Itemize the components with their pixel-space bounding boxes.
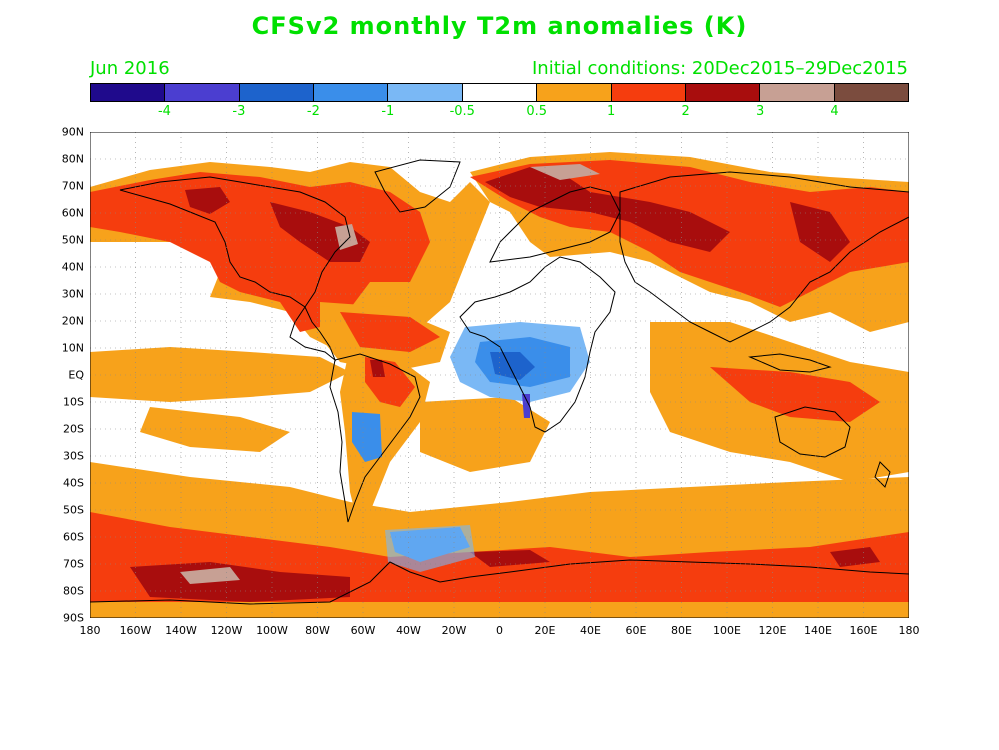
longitude-tick-label: 40E	[580, 624, 601, 637]
coast-new-zealand	[874, 461, 891, 488]
latitude-tick-label: 30N	[61, 287, 84, 301]
colorbar-tick-label: -2	[306, 104, 320, 119]
colorbar-tick-label: 3	[755, 104, 765, 119]
anomaly-so-darkred-2	[470, 550, 550, 567]
coast-asia	[619, 171, 909, 343]
latitude-tick-label: 90N	[61, 125, 84, 139]
anomaly-so-brown	[180, 567, 240, 584]
longitude-tick-label: 160E	[849, 624, 878, 637]
colorbar-tick-label: -1	[381, 104, 395, 119]
colorbar-tick-label: -4	[157, 104, 171, 119]
anomaly-so-darkred-3	[830, 547, 880, 567]
latitude-tick-label: 70N	[61, 179, 84, 193]
anomaly-na-darkred-2	[185, 187, 230, 214]
positive-anomalies	[90, 152, 909, 618]
anomaly-sa-darkred	[370, 360, 385, 377]
coast-south-america	[329, 353, 421, 523]
colorbar-segment	[314, 84, 389, 101]
map-grid	[90, 132, 909, 618]
colorbar-tick-label: 4	[830, 104, 839, 119]
longitude-tick-label: 120W	[210, 624, 243, 637]
latitude-tick-label: 20N	[61, 314, 84, 328]
colorbar-segment	[611, 84, 686, 101]
longitude-tick-label: 180	[79, 624, 101, 637]
latitude-tick-label: 40N	[61, 260, 84, 274]
latitude-tick-label: 50S	[63, 503, 84, 517]
anomaly-satl	[420, 397, 550, 472]
longitude-tick-label: 100E	[713, 624, 741, 637]
latitude-tick-label: 20S	[63, 422, 84, 436]
initial-conditions-label: Initial conditions: 20Dec2015–29Dec2015	[531, 58, 908, 79]
anomaly-map	[90, 132, 909, 618]
coast-eurafrica	[459, 256, 616, 433]
longitude-tick-label: 40W	[396, 624, 421, 637]
longitude-tick-label: 80W	[305, 624, 330, 637]
latitude-tick-label: 50N	[61, 233, 84, 247]
longitude-tick-label: 120E	[758, 624, 787, 637]
longitude-tick-label: 160W	[119, 624, 152, 637]
coast-north-america	[119, 176, 351, 362]
map-title: CFSv2 monthly T2m anomalies (K)	[251, 12, 748, 40]
latitude-tick-label: 90S	[63, 611, 84, 625]
latitude-tick-label: 40S	[63, 476, 84, 490]
anomaly-sa-blue	[352, 412, 382, 462]
coast-antarctica	[90, 559, 909, 605]
anomaly-ant-blue-light	[385, 525, 475, 572]
colorbar-segment	[537, 84, 612, 101]
colorbar-segment	[239, 84, 315, 101]
valid-month-label: Jun 2016	[90, 58, 170, 79]
longitude-tick-label: 140E	[804, 624, 832, 637]
anomaly-na-brown	[335, 224, 358, 250]
latitude-tick-label: 70S	[63, 557, 84, 571]
coast-indonesia	[748, 353, 832, 373]
latitude-tick-label: 10S	[63, 395, 84, 409]
longitude-tick-label: 140W	[165, 624, 197, 637]
coast-australia	[774, 406, 851, 458]
colorbar-segment	[165, 84, 240, 101]
anomaly-eur-darkred	[485, 167, 730, 252]
anomaly-africa-indigo	[522, 394, 530, 418]
coast-greenland	[374, 159, 461, 213]
colorbar-tick-label: 1	[607, 104, 616, 119]
latitude-tick-label: 80N	[61, 152, 84, 166]
anomaly-trop-pac	[90, 347, 350, 402]
colorbar-tick-label: -3	[232, 104, 246, 119]
anomaly-eur-darkred-2	[790, 202, 850, 262]
longitude-tick-label: 60W	[350, 624, 376, 637]
longitude-tick-label: 0	[496, 624, 503, 637]
latitude-tick-label: 30S	[63, 449, 84, 463]
colorbar-tick-label: 0.5	[526, 104, 548, 119]
latitude-tick-label: 10N	[61, 341, 84, 355]
anomaly-io-red	[710, 367, 880, 422]
latitude-tick-label: 60S	[63, 530, 84, 544]
colorbar-segment	[760, 84, 835, 101]
latitude-tick-label: EQ	[68, 368, 84, 382]
coast-europe-north	[489, 186, 621, 263]
colorbar-segment	[834, 84, 908, 101]
longitude-tick-label: 100W	[256, 624, 288, 637]
coastlines	[90, 159, 909, 605]
colorbar	[90, 83, 909, 102]
longitude-tick-label: 80E	[671, 624, 692, 637]
colorbar-segment	[685, 84, 761, 101]
anomaly-africa-blue-dark	[490, 352, 535, 380]
longitude-tick-label: 60E	[625, 624, 647, 637]
colorbar-tick-label: -0.5	[449, 104, 475, 119]
colorbar-segment	[388, 84, 463, 101]
longitude-tick-label: 180	[898, 624, 920, 637]
longitude-tick-label: 20W	[441, 624, 467, 637]
anomaly-na-red	[90, 172, 430, 332]
colorbar-tick-label: 2	[681, 104, 690, 119]
colorbar-segment	[91, 84, 166, 101]
colorbar-segment	[462, 84, 538, 101]
latitude-tick-label: 80S	[63, 584, 84, 598]
latitude-tick-label: 60N	[61, 206, 84, 220]
longitude-tick-label: 20E	[534, 624, 556, 637]
anomaly-eur-brown	[530, 164, 600, 180]
anomaly-trop-pac-2	[140, 407, 290, 452]
anomaly-trop-atl-red	[340, 312, 440, 352]
negative-anomalies	[352, 322, 590, 572]
